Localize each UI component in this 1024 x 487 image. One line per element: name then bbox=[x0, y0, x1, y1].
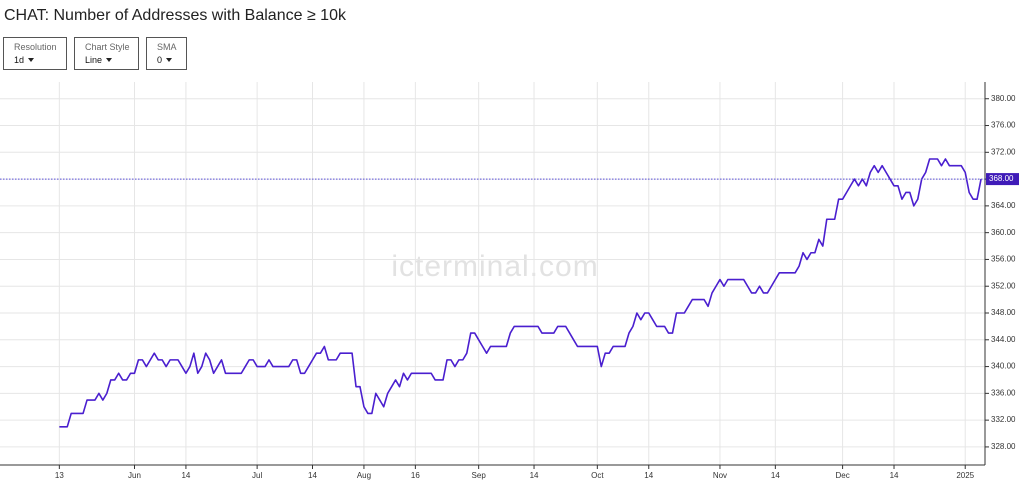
dropdown[interactable]: SMA 0 bbox=[146, 37, 187, 70]
caret bbox=[106, 58, 113, 62]
y-tick-label: 332.00 bbox=[991, 415, 1016, 424]
y-tick-label: 328.00 bbox=[991, 442, 1016, 451]
y-tick-label: 336.00 bbox=[991, 388, 1016, 397]
x-tick-label: 2025 bbox=[956, 471, 974, 480]
x-tick-label: Oct bbox=[591, 471, 604, 480]
x-tick-label: Nov bbox=[713, 471, 727, 480]
y-tick-label: 352.00 bbox=[991, 281, 1016, 290]
dropdown-value: Line bbox=[85, 55, 138, 65]
x-tick-label: Dec bbox=[835, 471, 849, 480]
caret bbox=[28, 58, 35, 62]
dropdown-label: SMA bbox=[157, 42, 177, 52]
y-tick-label: 380.00 bbox=[991, 94, 1016, 103]
page-title: CHAT: Number of Addresses with Balance ≥… bbox=[4, 7, 346, 24]
y-tick-label: 372.00 bbox=[991, 147, 1016, 156]
dropdown-label: Chart Style bbox=[85, 42, 130, 52]
x-tick-label: 13 bbox=[55, 471, 64, 480]
y-tick-label: 360.00 bbox=[991, 228, 1016, 237]
y-tick-label: 376.00 bbox=[991, 121, 1016, 130]
x-tick-label: 14 bbox=[890, 471, 899, 480]
data-line bbox=[59, 158, 982, 428]
x-tick-label: Aug bbox=[357, 471, 371, 480]
y-tick-label: 364.00 bbox=[991, 201, 1016, 210]
watermark: icterminal.com bbox=[391, 250, 598, 283]
dropdown-value-text: Line bbox=[85, 55, 103, 65]
x-tick-label: Sep bbox=[472, 471, 487, 480]
x-tick-label: 16 bbox=[411, 471, 420, 480]
dropdown-value: 0 bbox=[157, 55, 186, 65]
y-tick-label: 344.00 bbox=[991, 335, 1016, 344]
marker-tag bbox=[986, 173, 1019, 186]
dropdown-value-text: 1d bbox=[14, 55, 25, 65]
x-tick-label: 14 bbox=[308, 471, 317, 480]
dropdown-label: Resolution bbox=[14, 42, 57, 52]
dropdown-value-text: 0 bbox=[157, 55, 163, 65]
x-tick-label: 14 bbox=[181, 471, 190, 480]
y-tick-label: 348.00 bbox=[991, 308, 1016, 317]
x-tick-label: Jun bbox=[128, 471, 141, 480]
caret bbox=[166, 58, 173, 62]
x-tick-label: 14 bbox=[644, 471, 653, 480]
x-tick-label: Jul bbox=[252, 471, 262, 480]
y-tick-label: 356.00 bbox=[991, 255, 1016, 264]
x-tick-label: 14 bbox=[771, 471, 780, 480]
dropdown-value: 1d bbox=[14, 55, 66, 65]
y-tick-label: 340.00 bbox=[991, 362, 1016, 371]
marker-label: 368.00 bbox=[989, 174, 1014, 183]
dropdown[interactable]: Resolution 1d bbox=[3, 37, 67, 70]
x-tick-label: 14 bbox=[530, 471, 539, 480]
dropdown[interactable]: Chart Style Line bbox=[74, 37, 139, 70]
